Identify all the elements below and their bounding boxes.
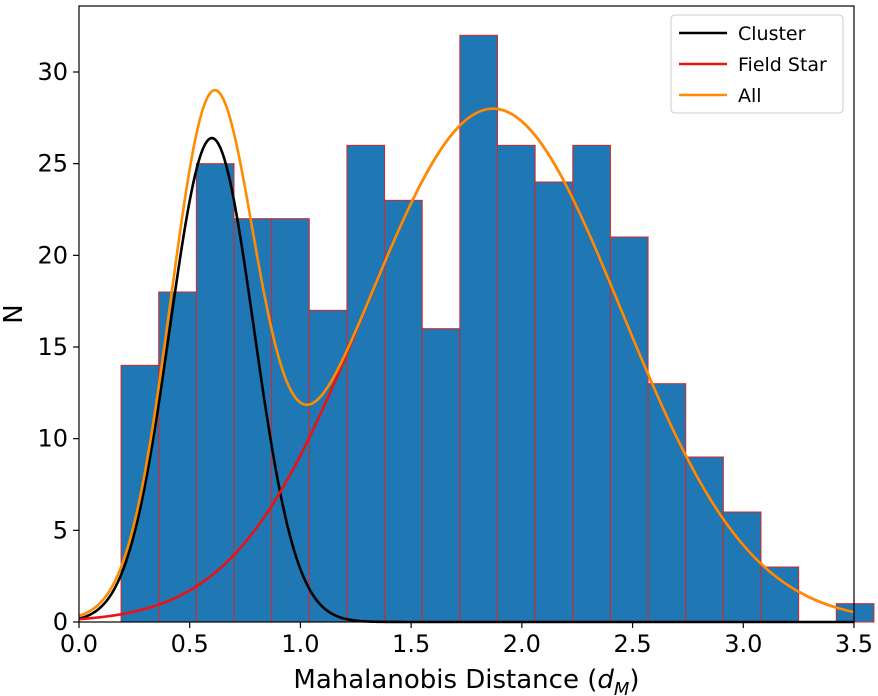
histogram-bar [195, 163, 235, 623]
x-tick-label: 1.0 [281, 630, 319, 658]
histogram-bar [233, 218, 273, 623]
histogram-bar [346, 144, 386, 623]
y-axis: 0 5 10 15 20 25 30 [37, 58, 79, 636]
x-axis-label-subscript: M [614, 679, 630, 696]
legend-box [670, 14, 844, 114]
histogram-bar [534, 181, 574, 623]
histogram-bar [384, 199, 423, 623]
histogram-bar [647, 383, 687, 623]
x-axis-label-symbol: d [597, 665, 614, 695]
y-tick-label: 25 [37, 150, 68, 178]
histogram-bars [120, 34, 875, 623]
plot-frame [78, 5, 855, 623]
x-tick-label: 3.5 [835, 630, 873, 658]
histogram-bar [308, 309, 348, 623]
x-axis: 0.0 0.5 1.0 1.5 2.0 2.5 3.0 3.5 [60, 622, 873, 658]
x-tick-label: 0.0 [60, 630, 98, 658]
x-axis-label: Mahalanobis Distance (dM) [293, 665, 639, 696]
legend-label-field-star: Field Star [738, 54, 827, 76]
histogram-bar [760, 566, 800, 623]
histogram-bar [497, 144, 536, 623]
x-tick-label: 1.5 [392, 630, 430, 658]
histogram-bar [685, 456, 724, 623]
histogram-bar [572, 144, 611, 623]
y-axis-label: N [0, 304, 29, 323]
y-tick-label: 5 [53, 516, 68, 544]
legend: Cluster Field Star All [670, 14, 844, 114]
x-axis-label-text: Mahalanobis Distance [293, 665, 579, 695]
y-tick-label: 30 [37, 58, 68, 86]
x-tick-label: 2.5 [613, 630, 651, 658]
x-tick-label: 0.5 [171, 630, 209, 658]
legend-label-cluster: Cluster [738, 23, 806, 45]
x-tick-label: 2.0 [503, 630, 541, 658]
histogram-bar [459, 34, 499, 623]
series-line-all [78, 88, 855, 618]
histogram-bar [835, 603, 875, 623]
legend-label-all: All [738, 85, 762, 107]
y-tick-label: 20 [37, 241, 68, 269]
y-tick-label: 0 [53, 608, 68, 636]
x-tick-label: 3.0 [724, 630, 762, 658]
y-tick-label: 10 [37, 425, 68, 453]
histogram-bar [421, 328, 461, 623]
histogram-bar [271, 218, 310, 623]
y-tick-label: 15 [37, 333, 68, 361]
